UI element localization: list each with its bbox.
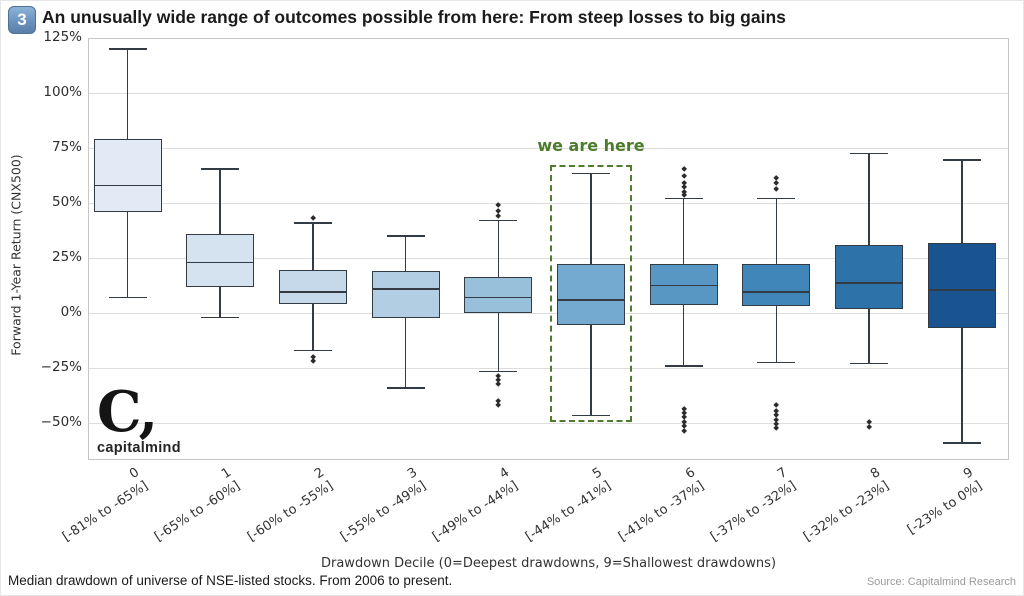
x-axis-title: Drawdown Decile (0=Deepest drawdowns, 9=… — [320, 556, 777, 571]
whisker-cap-top-4 — [479, 219, 518, 222]
median-decile-1 — [186, 261, 255, 264]
we-are-here-box — [550, 165, 632, 423]
outlier-decile-7 — [773, 425, 780, 432]
median-decile-2 — [278, 291, 347, 293]
whisker-cap-bottom-9 — [942, 442, 981, 444]
boxplot-decile-4 — [464, 276, 533, 313]
median-decile-5 — [557, 298, 625, 301]
y-axis-title: Forward 1-Year Return (CNX500) — [8, 154, 24, 356]
source-credit: Source: Capitalmind Research — [866, 576, 1016, 588]
outlier-decile-4 — [495, 381, 502, 388]
median-decile-7 — [742, 291, 811, 293]
title-number-badge: 3 — [8, 6, 36, 34]
outlier-decile-6 — [680, 427, 687, 434]
boxplot-decile-3 — [371, 271, 440, 319]
whisker-cap-top-5 — [572, 172, 610, 175]
median-decile-8 — [835, 282, 904, 285]
outlier-decile-6 — [680, 173, 687, 180]
outlier-decile-8 — [865, 424, 873, 431]
median-decile-4 — [464, 296, 533, 299]
boxplot-decile-6 — [649, 263, 718, 306]
whisker-cap-bottom-6 — [664, 365, 703, 367]
whisker-cap-top-1 — [201, 168, 240, 170]
gridline-50 — [89, 203, 1008, 204]
page-title: An unusually wide range of outcomes poss… — [42, 7, 786, 27]
whisker-cap-top-6 — [664, 197, 703, 200]
y-tick-25: 25% — [51, 249, 82, 265]
y-tick-50: 50% — [51, 194, 82, 210]
boxplot-decile-9 — [927, 242, 996, 329]
y-tick--25: −25% — [40, 359, 82, 375]
outlier-decile-6 — [680, 165, 687, 172]
whisker-cap-top-8 — [850, 152, 889, 155]
gridline--25 — [89, 368, 1008, 369]
plot-area — [88, 38, 1009, 460]
boxplot-decile-8 — [835, 244, 904, 309]
median-decile-3 — [371, 287, 440, 290]
whisker-cap-top-0 — [108, 48, 147, 50]
gridline-0 — [89, 313, 1008, 314]
y-tick-0: 0% — [60, 304, 82, 320]
whisker-cap-top-9 — [942, 159, 981, 161]
whisker-cap-bottom-2 — [293, 349, 332, 352]
boxplot-decile-1 — [186, 233, 255, 287]
gridline-75 — [89, 148, 1008, 149]
y-tick-100: 100% — [43, 84, 82, 100]
we-are-here-label: we are here — [537, 136, 645, 156]
y-tick-125: 125% — [43, 29, 82, 45]
whisker-cap-bottom-0 — [108, 296, 147, 299]
gridline--50 — [89, 423, 1008, 424]
whisker-cap-top-2 — [293, 222, 332, 224]
whisker-cap-bottom-1 — [201, 316, 240, 319]
outlier-decile-2 — [309, 358, 316, 365]
boxplot-decile-5 — [557, 263, 625, 326]
y-tick--50: −50% — [40, 414, 82, 430]
footnote: Median drawdown of universe of NSE-liste… — [8, 573, 453, 588]
whisker-cap-bottom-8 — [850, 362, 889, 365]
gridline-25 — [89, 258, 1008, 259]
outlier-decile-4 — [495, 207, 502, 214]
capitalmind-logo-mark: C, — [97, 379, 158, 445]
y-tick-75: 75% — [51, 139, 82, 155]
whisker-cap-bottom-4 — [479, 370, 518, 373]
median-decile-0 — [93, 184, 162, 187]
capitalmind-logo-text: capitalmind — [97, 440, 181, 457]
outlier-decile-2 — [309, 215, 316, 222]
whisker-cap-bottom-3 — [386, 387, 425, 389]
boxplot-decile-0 — [93, 139, 162, 212]
median-decile-6 — [649, 284, 718, 287]
whisker-cap-bottom-5 — [572, 414, 610, 417]
boxplot-decile-7 — [742, 263, 811, 307]
outlier-decile-7 — [773, 185, 780, 192]
capitalmind-logo: C, capitalmind — [97, 379, 181, 457]
gridline-100 — [89, 93, 1008, 94]
outlier-decile-7 — [773, 174, 780, 181]
median-decile-9 — [927, 289, 996, 291]
whisker-cap-top-3 — [386, 235, 425, 237]
outlier-decile-4 — [495, 402, 502, 409]
boxplot-decile-2 — [278, 270, 347, 305]
whisker-cap-bottom-7 — [757, 361, 796, 364]
whisker-cap-top-7 — [757, 197, 796, 200]
